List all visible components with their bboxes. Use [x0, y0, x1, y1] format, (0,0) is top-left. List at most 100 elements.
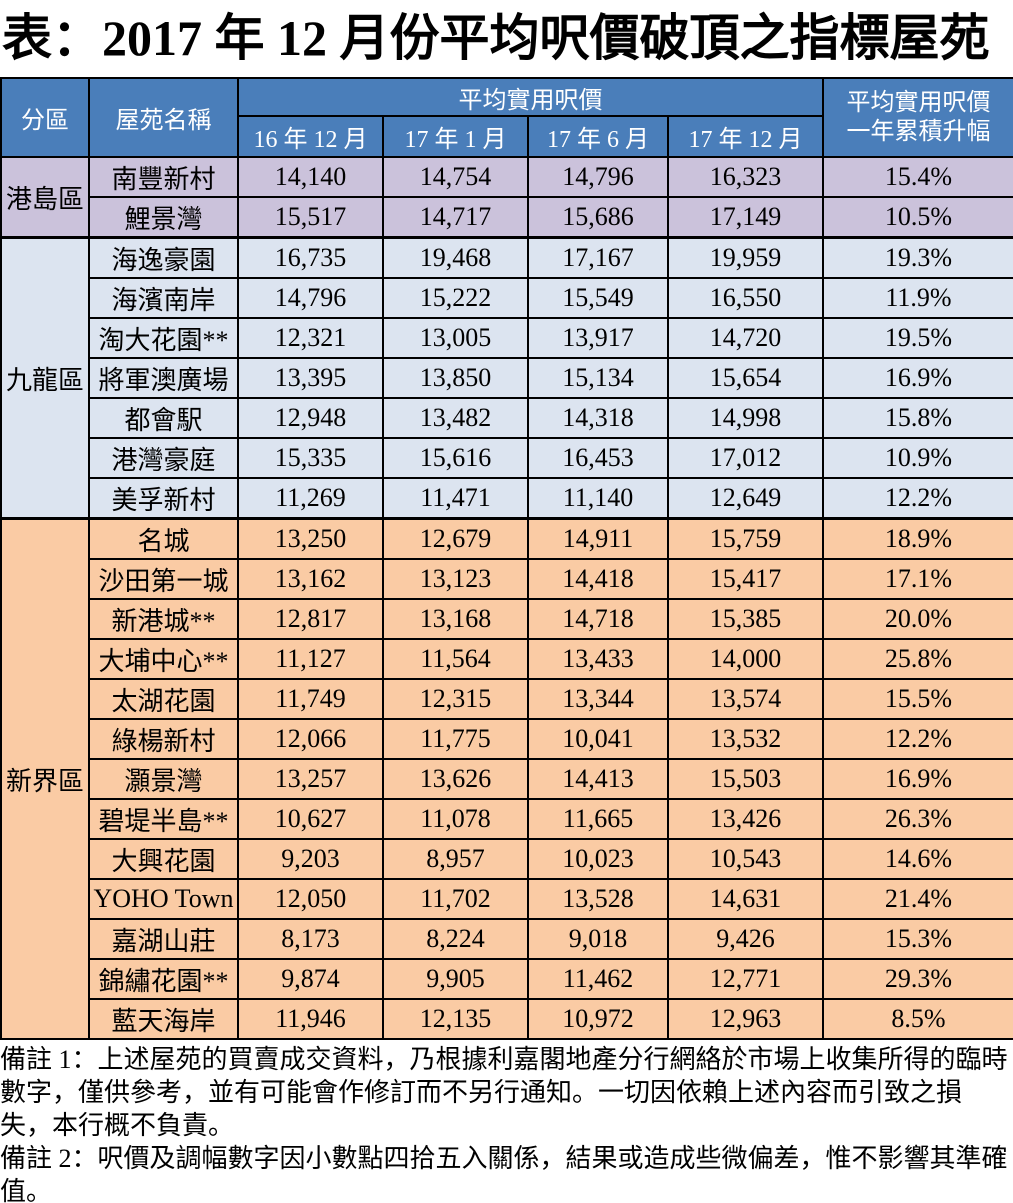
price-dec17-cell: 14,631 — [667, 878, 824, 920]
price-jan17-cell: 13,168 — [382, 598, 529, 640]
table-row: 大興花園 9,203 8,957 10,023 10,543 14.6% — [1, 838, 1013, 880]
price-jan17-cell: 13,850 — [382, 357, 529, 399]
price-dec17-cell: 14,000 — [667, 638, 824, 680]
table-row: 錦繡花園** 9,874 9,905 11,462 12,771 29.3% — [1, 958, 1013, 1000]
price-dec16-cell: 12,321 — [237, 317, 384, 359]
estate-name-cell: 海濱南岸 — [88, 277, 239, 319]
price-dec17-cell: 16,323 — [667, 156, 824, 198]
page-title: 表：2017 年 12 月份平均呎價破頂之指標屋苑 — [2, 10, 990, 66]
header-row-top: 分區 屋苑名稱 平均實用呎價 平均實用呎價 一年累積升幅 — [0, 77, 1013, 158]
yearly-change-cell: 10.5% — [822, 196, 1013, 239]
table-row: 海濱南岸 14,796 15,222 15,549 16,550 11.9% — [1, 277, 1013, 319]
yearly-change-cell: 17.1% — [822, 558, 1013, 600]
price-jun17-cell: 15,686 — [527, 196, 669, 239]
estate-name-cell: 大埔中心** — [88, 638, 239, 680]
price-jun17-cell: 11,462 — [527, 958, 669, 1000]
table-row: 碧堤半島** 10,627 11,078 11,665 13,426 26.3% — [1, 798, 1013, 840]
price-jan17-cell: 8,957 — [382, 838, 529, 880]
price-jun17-cell: 13,433 — [527, 638, 669, 680]
table-row: 太湖花園 11,749 12,315 13,344 13,574 15.5% — [1, 678, 1013, 720]
yearly-change-cell: 15.5% — [822, 678, 1013, 720]
estate-name-cell: 嘉湖山莊 — [88, 918, 239, 960]
estate-name-cell: 海逸豪園 — [88, 236, 239, 279]
price-dec17-cell: 17,012 — [667, 437, 824, 479]
header-month-jun17: 17 年 6 月 — [527, 115, 669, 158]
table-row: 藍天海岸 11,946 12,135 10,972 12,963 8.5% — [1, 998, 1013, 1040]
yearly-change-cell: 16.9% — [822, 758, 1013, 800]
table-row: 淘大花園** 12,321 13,005 13,917 14,720 19.5% — [1, 317, 1013, 359]
header-month-dec16: 16 年 12 月 — [237, 115, 384, 158]
price-dec16-cell: 12,817 — [237, 598, 384, 640]
price-dec17-cell: 14,720 — [667, 317, 824, 359]
footnote-2: 備註 2：呎價及調幅數字因小數點四拾五入關係，結果或造成些微偏差，惟不影響其準確… — [0, 1144, 1008, 1203]
price-jan17-cell: 15,616 — [382, 437, 529, 479]
yearly-change-cell: 21.4% — [822, 878, 1013, 920]
price-jun17-cell: 14,796 — [527, 156, 669, 198]
table-row: 新界區 名城 13,250 12,679 14,911 15,759 18.9% — [0, 517, 1013, 1040]
estate-name-cell: 港灣豪庭 — [88, 437, 239, 479]
price-jan17-cell: 11,564 — [382, 638, 529, 680]
yearly-change-cell: 16.9% — [822, 357, 1013, 399]
estate-name-cell: 灝景灣 — [88, 758, 239, 800]
price-dec16-cell: 13,395 — [237, 357, 384, 399]
price-dec16-cell: 15,517 — [237, 196, 384, 239]
table-row: YOHO Town 12,050 11,702 13,528 14,631 21.4% — [1, 878, 1013, 920]
price-jun17-cell: 14,418 — [527, 558, 669, 600]
estate-name-cell: 綠楊新村 — [88, 718, 239, 760]
table-row: 新港城** 12,817 13,168 14,718 15,385 20.0% — [1, 598, 1013, 640]
estate-name-cell: 藍天海岸 — [88, 998, 239, 1040]
yearly-change-cell: 14.6% — [822, 838, 1013, 880]
estate-name-cell: 名城 — [88, 517, 239, 560]
table-row: 嘉湖山莊 8,173 8,224 9,018 9,426 15.3% — [1, 918, 1013, 960]
price-dec17-cell: 12,649 — [667, 477, 824, 520]
table-row: 九龍區 海逸豪園 16,735 19,468 17,167 19,959 19.3% — [0, 236, 1013, 520]
price-jan17-cell: 13,482 — [382, 397, 529, 439]
yearly-change-cell: 25.8% — [822, 638, 1013, 680]
price-jan17-cell: 13,123 — [382, 558, 529, 600]
estate-name-cell: 將軍澳廣場 — [88, 357, 239, 399]
yearly-change-cell: 15.4% — [822, 156, 1013, 198]
price-dec16-cell: 9,874 — [237, 958, 384, 1000]
price-jan17-cell: 11,471 — [382, 477, 529, 520]
price-jan17-cell: 14,754 — [382, 156, 529, 198]
price-dec16-cell: 11,749 — [237, 678, 384, 720]
table-row: 灝景灣 13,257 13,626 14,413 15,503 16.9% — [1, 758, 1013, 800]
price-dec16-cell: 8,173 — [237, 918, 384, 960]
header-month-jan17: 17 年 1 月 — [382, 115, 529, 158]
price-dec17-cell: 13,574 — [667, 678, 824, 720]
price-jan17-cell: 8,224 — [382, 918, 529, 960]
price-jan17-cell: 14,717 — [382, 196, 529, 239]
price-dec17-cell: 10,543 — [667, 838, 824, 880]
table-row: 鯉景灣 15,517 14,717 15,686 17,149 10.5% — [1, 196, 1013, 239]
price-dec16-cell: 13,250 — [237, 517, 384, 560]
yearly-change-cell: 20.0% — [822, 598, 1013, 640]
price-jan17-cell: 9,905 — [382, 958, 529, 1000]
price-jun17-cell: 11,140 — [527, 477, 669, 520]
estate-name-cell: 都會駅 — [88, 397, 239, 439]
price-jan17-cell: 11,702 — [382, 878, 529, 920]
yearly-change-cell: 12.2% — [822, 477, 1013, 520]
table-row: 港島區 南豐新村 14,140 14,754 14,796 16,323 15.4% — [0, 156, 1013, 239]
price-dec16-cell: 10,627 — [237, 798, 384, 840]
price-jun17-cell: 10,972 — [527, 998, 669, 1040]
price-dec16-cell: 9,203 — [237, 838, 384, 880]
price-dec17-cell: 19,959 — [667, 236, 824, 279]
price-dec16-cell: 11,127 — [237, 638, 384, 680]
price-jun17-cell: 14,911 — [527, 517, 669, 560]
price-jun17-cell: 15,134 — [527, 357, 669, 399]
yearly-change-cell: 11.9% — [822, 277, 1013, 319]
estate-name-cell: 美孚新村 — [88, 477, 239, 520]
table-row: 美孚新村 11,269 11,471 11,140 12,649 12.2% — [1, 477, 1013, 520]
price-jun17-cell: 9,018 — [527, 918, 669, 960]
estate-name-cell: 鯉景灣 — [88, 196, 239, 239]
yearly-change-cell: 29.3% — [822, 958, 1013, 1000]
price-dec17-cell: 12,771 — [667, 958, 824, 1000]
price-dec16-cell: 15,335 — [237, 437, 384, 479]
price-dec17-cell: 14,998 — [667, 397, 824, 439]
table-row: 港灣豪庭 15,335 15,616 16,453 17,012 10.9% — [1, 437, 1013, 479]
price-dec17-cell: 15,654 — [667, 357, 824, 399]
price-jun17-cell: 13,344 — [527, 678, 669, 720]
table-header: 分區 屋苑名稱 平均實用呎價 平均實用呎價 一年累積升幅 16 年 12 月 1… — [0, 77, 1013, 158]
price-table: 分區 屋苑名稱 平均實用呎價 平均實用呎價 一年累積升幅 16 年 12 月 1… — [0, 77, 1013, 1040]
price-jun17-cell: 10,023 — [527, 838, 669, 880]
